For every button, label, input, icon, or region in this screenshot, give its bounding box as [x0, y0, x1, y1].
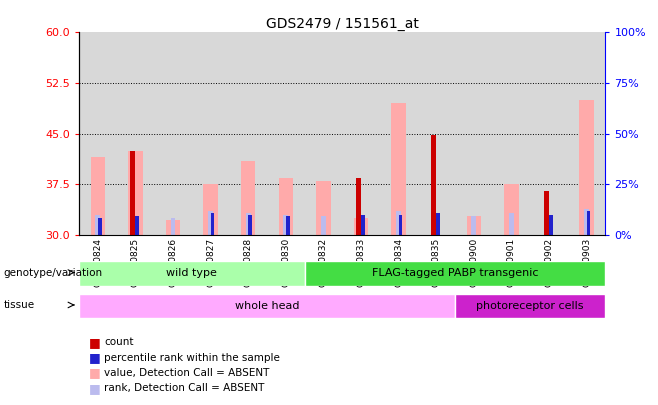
Bar — [79, 261, 305, 286]
Bar — [380, 32, 417, 235]
Bar — [191, 32, 230, 235]
Text: value, Detection Call = ABSENT: value, Detection Call = ABSENT — [104, 368, 269, 378]
Bar — [98, 218, 101, 235]
Bar — [471, 216, 476, 235]
Bar — [431, 135, 436, 235]
Bar — [342, 32, 380, 235]
Bar — [286, 216, 290, 235]
Bar — [230, 32, 267, 235]
Bar — [436, 213, 440, 235]
Bar — [241, 161, 255, 235]
Bar — [91, 157, 105, 235]
Text: wild type: wild type — [166, 269, 217, 278]
Text: genotype/variation: genotype/variation — [3, 268, 103, 277]
Text: percentile rank within the sample: percentile rank within the sample — [104, 353, 280, 362]
Bar — [211, 213, 215, 235]
Bar — [544, 191, 549, 235]
Bar — [434, 215, 439, 235]
Text: FLAG-tagged PABP transgenic: FLAG-tagged PABP transgenic — [372, 269, 538, 278]
Bar — [128, 151, 143, 235]
Bar — [509, 213, 514, 235]
Bar — [248, 215, 252, 235]
Bar — [208, 211, 213, 235]
Bar — [154, 32, 191, 235]
Text: photoreceptor cells: photoreceptor cells — [476, 301, 584, 311]
Text: tissue: tissue — [3, 300, 34, 310]
Text: ■: ■ — [89, 367, 101, 379]
Bar — [392, 103, 406, 235]
Bar — [321, 216, 326, 235]
Bar — [530, 32, 568, 235]
Text: whole head: whole head — [235, 301, 299, 311]
Bar — [417, 32, 455, 235]
Bar — [493, 32, 530, 235]
Bar — [396, 211, 401, 235]
Bar — [356, 177, 361, 235]
Bar — [130, 151, 136, 235]
Bar — [467, 216, 481, 235]
Bar — [354, 218, 368, 235]
Bar — [305, 261, 605, 286]
Bar — [203, 184, 218, 235]
Bar — [79, 32, 116, 235]
Bar — [455, 294, 605, 318]
Bar — [305, 32, 342, 235]
Text: ■: ■ — [89, 336, 101, 349]
Bar — [399, 215, 402, 235]
Bar — [245, 213, 251, 235]
Bar — [170, 218, 176, 235]
Bar — [361, 215, 365, 235]
Bar — [116, 32, 154, 235]
Bar — [278, 177, 293, 235]
Bar — [549, 215, 553, 235]
Text: ■: ■ — [89, 382, 101, 395]
Text: rank, Detection Call = ABSENT: rank, Detection Call = ABSENT — [104, 384, 265, 393]
Bar — [79, 294, 455, 318]
Bar — [586, 211, 590, 235]
Bar — [580, 100, 594, 235]
Bar — [136, 216, 139, 235]
Bar — [568, 32, 605, 235]
Bar — [284, 215, 288, 235]
Title: GDS2479 / 151561_at: GDS2479 / 151561_at — [266, 17, 418, 31]
Bar — [166, 220, 180, 235]
Bar — [504, 184, 519, 235]
Text: count: count — [104, 337, 134, 347]
Text: ■: ■ — [89, 351, 101, 364]
Bar — [584, 209, 589, 235]
Bar — [267, 32, 305, 235]
Bar — [95, 215, 100, 235]
Bar — [455, 32, 493, 235]
Bar — [316, 181, 330, 235]
